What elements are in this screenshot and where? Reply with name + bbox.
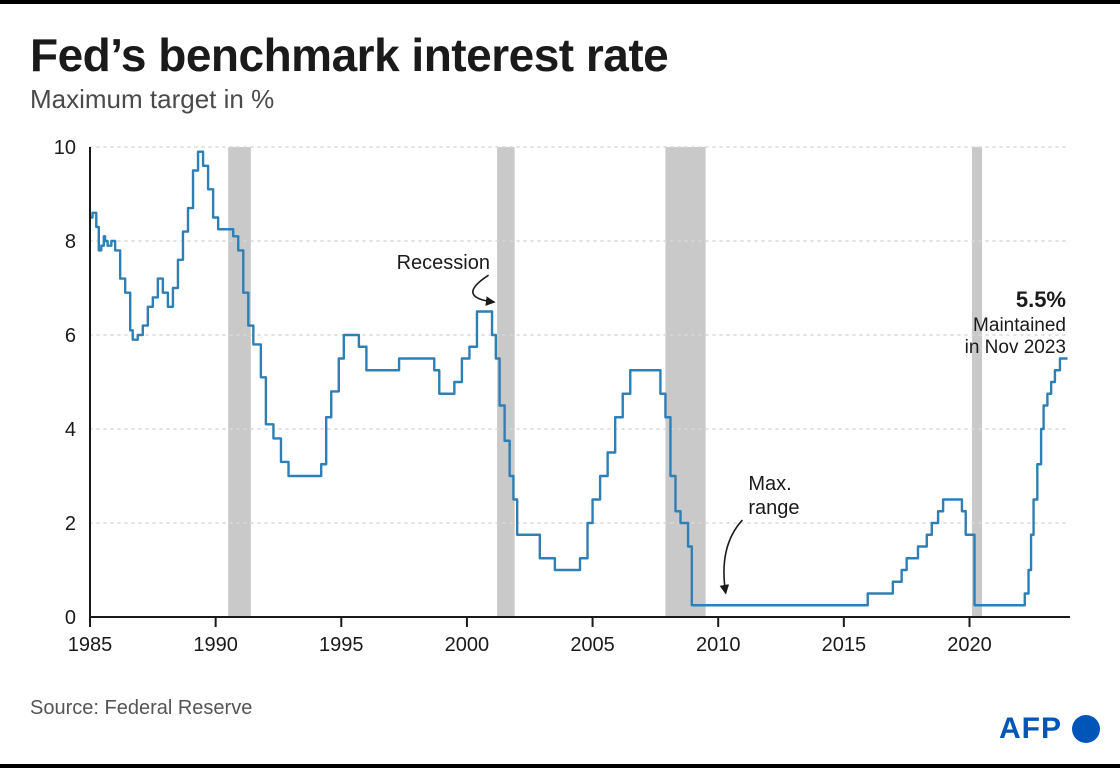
y-tick-label: 10: [54, 137, 76, 159]
y-tick-label: 4: [65, 419, 76, 441]
maxrange-label-1: Max.: [748, 473, 791, 495]
rate-chart-svg: 0 2 4 6 8 10 1985 1990 1995 2000 2005 2010 2015 2020 R…: [30, 127, 1090, 687]
chart-subtitle: Maximum target in %: [30, 84, 1090, 115]
y-tick-label: 8: [65, 231, 76, 253]
callout-value: 5.5%: [1016, 287, 1066, 312]
maxrange-label-2: range: [748, 497, 799, 519]
x-tick-label: 2020: [947, 634, 992, 656]
recession-label: Recession: [397, 252, 490, 274]
infographic-frame: Fed’s benchmark interest rate Maximum ta…: [0, 0, 1120, 768]
x-tick-label: 2015: [822, 634, 867, 656]
recession-arrow: [473, 275, 495, 302]
y-tick-label: 2: [65, 513, 76, 535]
afp-logo: AFP: [999, 712, 1100, 746]
maxrange-arrow: [724, 520, 742, 593]
callout-line1: Maintained: [973, 315, 1066, 336]
afp-logo-dot-icon: [1072, 715, 1100, 743]
x-tick-label: 1995: [319, 634, 364, 656]
recession-band: [665, 147, 705, 617]
x-tick-label: 2005: [570, 634, 615, 656]
chart-area: 0 2 4 6 8 10 1985 1990 1995 2000 2005 2010 2015 2020 R…: [30, 127, 1090, 687]
callout-line2: in Nov 2023: [965, 337, 1066, 358]
x-tick-label: 2010: [696, 634, 741, 656]
y-tick-label: 0: [65, 607, 76, 629]
x-tick-label: 1990: [193, 634, 238, 656]
recession-band: [228, 147, 251, 617]
afp-logo-text: AFP: [999, 712, 1062, 746]
source-line: Source: Federal Reserve: [30, 697, 1090, 720]
x-tick-label: 2000: [445, 634, 490, 656]
y-tick-label: 6: [65, 325, 76, 347]
chart-title: Fed’s benchmark interest rate: [30, 28, 1090, 82]
x-tick-label: 1985: [68, 634, 113, 656]
